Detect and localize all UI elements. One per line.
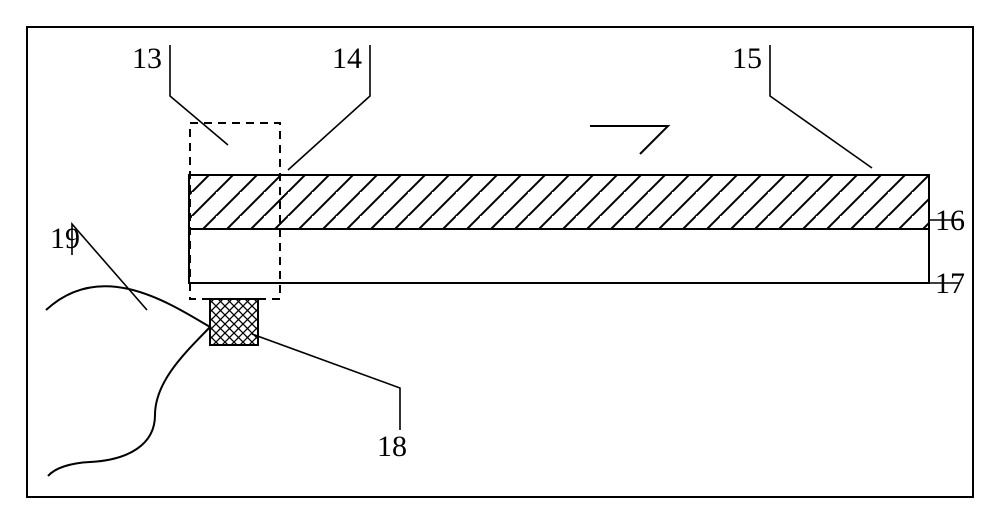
label-16: 16 bbox=[935, 204, 965, 237]
leader-18 bbox=[252, 334, 400, 430]
label-18: 18 bbox=[377, 430, 407, 463]
bottom-bar bbox=[189, 229, 929, 283]
label-17: 17 bbox=[935, 267, 965, 300]
label-15: 15 bbox=[732, 42, 762, 75]
small-block-hatched bbox=[210, 299, 258, 345]
profile-curve bbox=[46, 286, 210, 476]
diagram-canvas: 13 14 15 16 17 18 19 bbox=[0, 0, 1000, 524]
leader-19 bbox=[72, 224, 147, 310]
label-19: 19 bbox=[50, 222, 80, 255]
label-14: 14 bbox=[332, 42, 362, 75]
direction-arrow-icon bbox=[590, 126, 668, 154]
leader-13 bbox=[170, 45, 228, 145]
top-bar-hatched bbox=[189, 175, 929, 229]
label-13: 13 bbox=[132, 42, 162, 75]
leader-15 bbox=[770, 45, 872, 168]
